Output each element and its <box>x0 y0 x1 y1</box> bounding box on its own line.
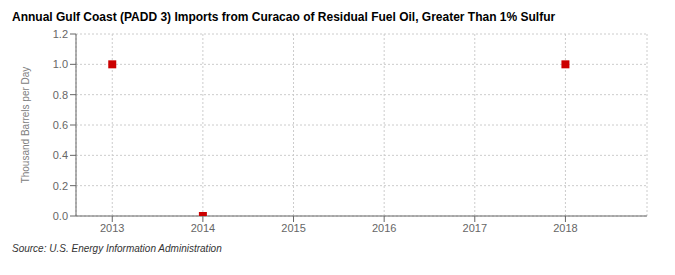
svg-text:2017: 2017 <box>463 222 487 234</box>
svg-text:2015: 2015 <box>281 222 305 234</box>
svg-text:2013: 2013 <box>100 222 124 234</box>
html-text:Source: U.S. Energy Informatio: Source: U.S. Energy Information Administ… <box>12 243 222 254</box>
svg-text:2016: 2016 <box>372 222 396 234</box>
svg-text:0.8: 0.8 <box>53 89 68 101</box>
svg-text:Thousand Barrels per Day: Thousand Barrels per Day <box>20 67 31 184</box>
svg-text:1.0: 1.0 <box>53 58 68 70</box>
svg-text:0.0: 0.0 <box>53 210 68 222</box>
svg-text:0.4: 0.4 <box>53 149 68 161</box>
svg-text:1.2: 1.2 <box>53 28 68 40</box>
svg-text:0.6: 0.6 <box>53 119 68 131</box>
html-text:Annual Gulf Coast (PADD 3) Imp: Annual Gulf Coast (PADD 3) Imports from … <box>12 10 556 24</box>
svg-text:2018: 2018 <box>553 222 577 234</box>
svg-text:0.2: 0.2 <box>53 180 68 192</box>
svg-text:2014: 2014 <box>191 222 215 234</box>
